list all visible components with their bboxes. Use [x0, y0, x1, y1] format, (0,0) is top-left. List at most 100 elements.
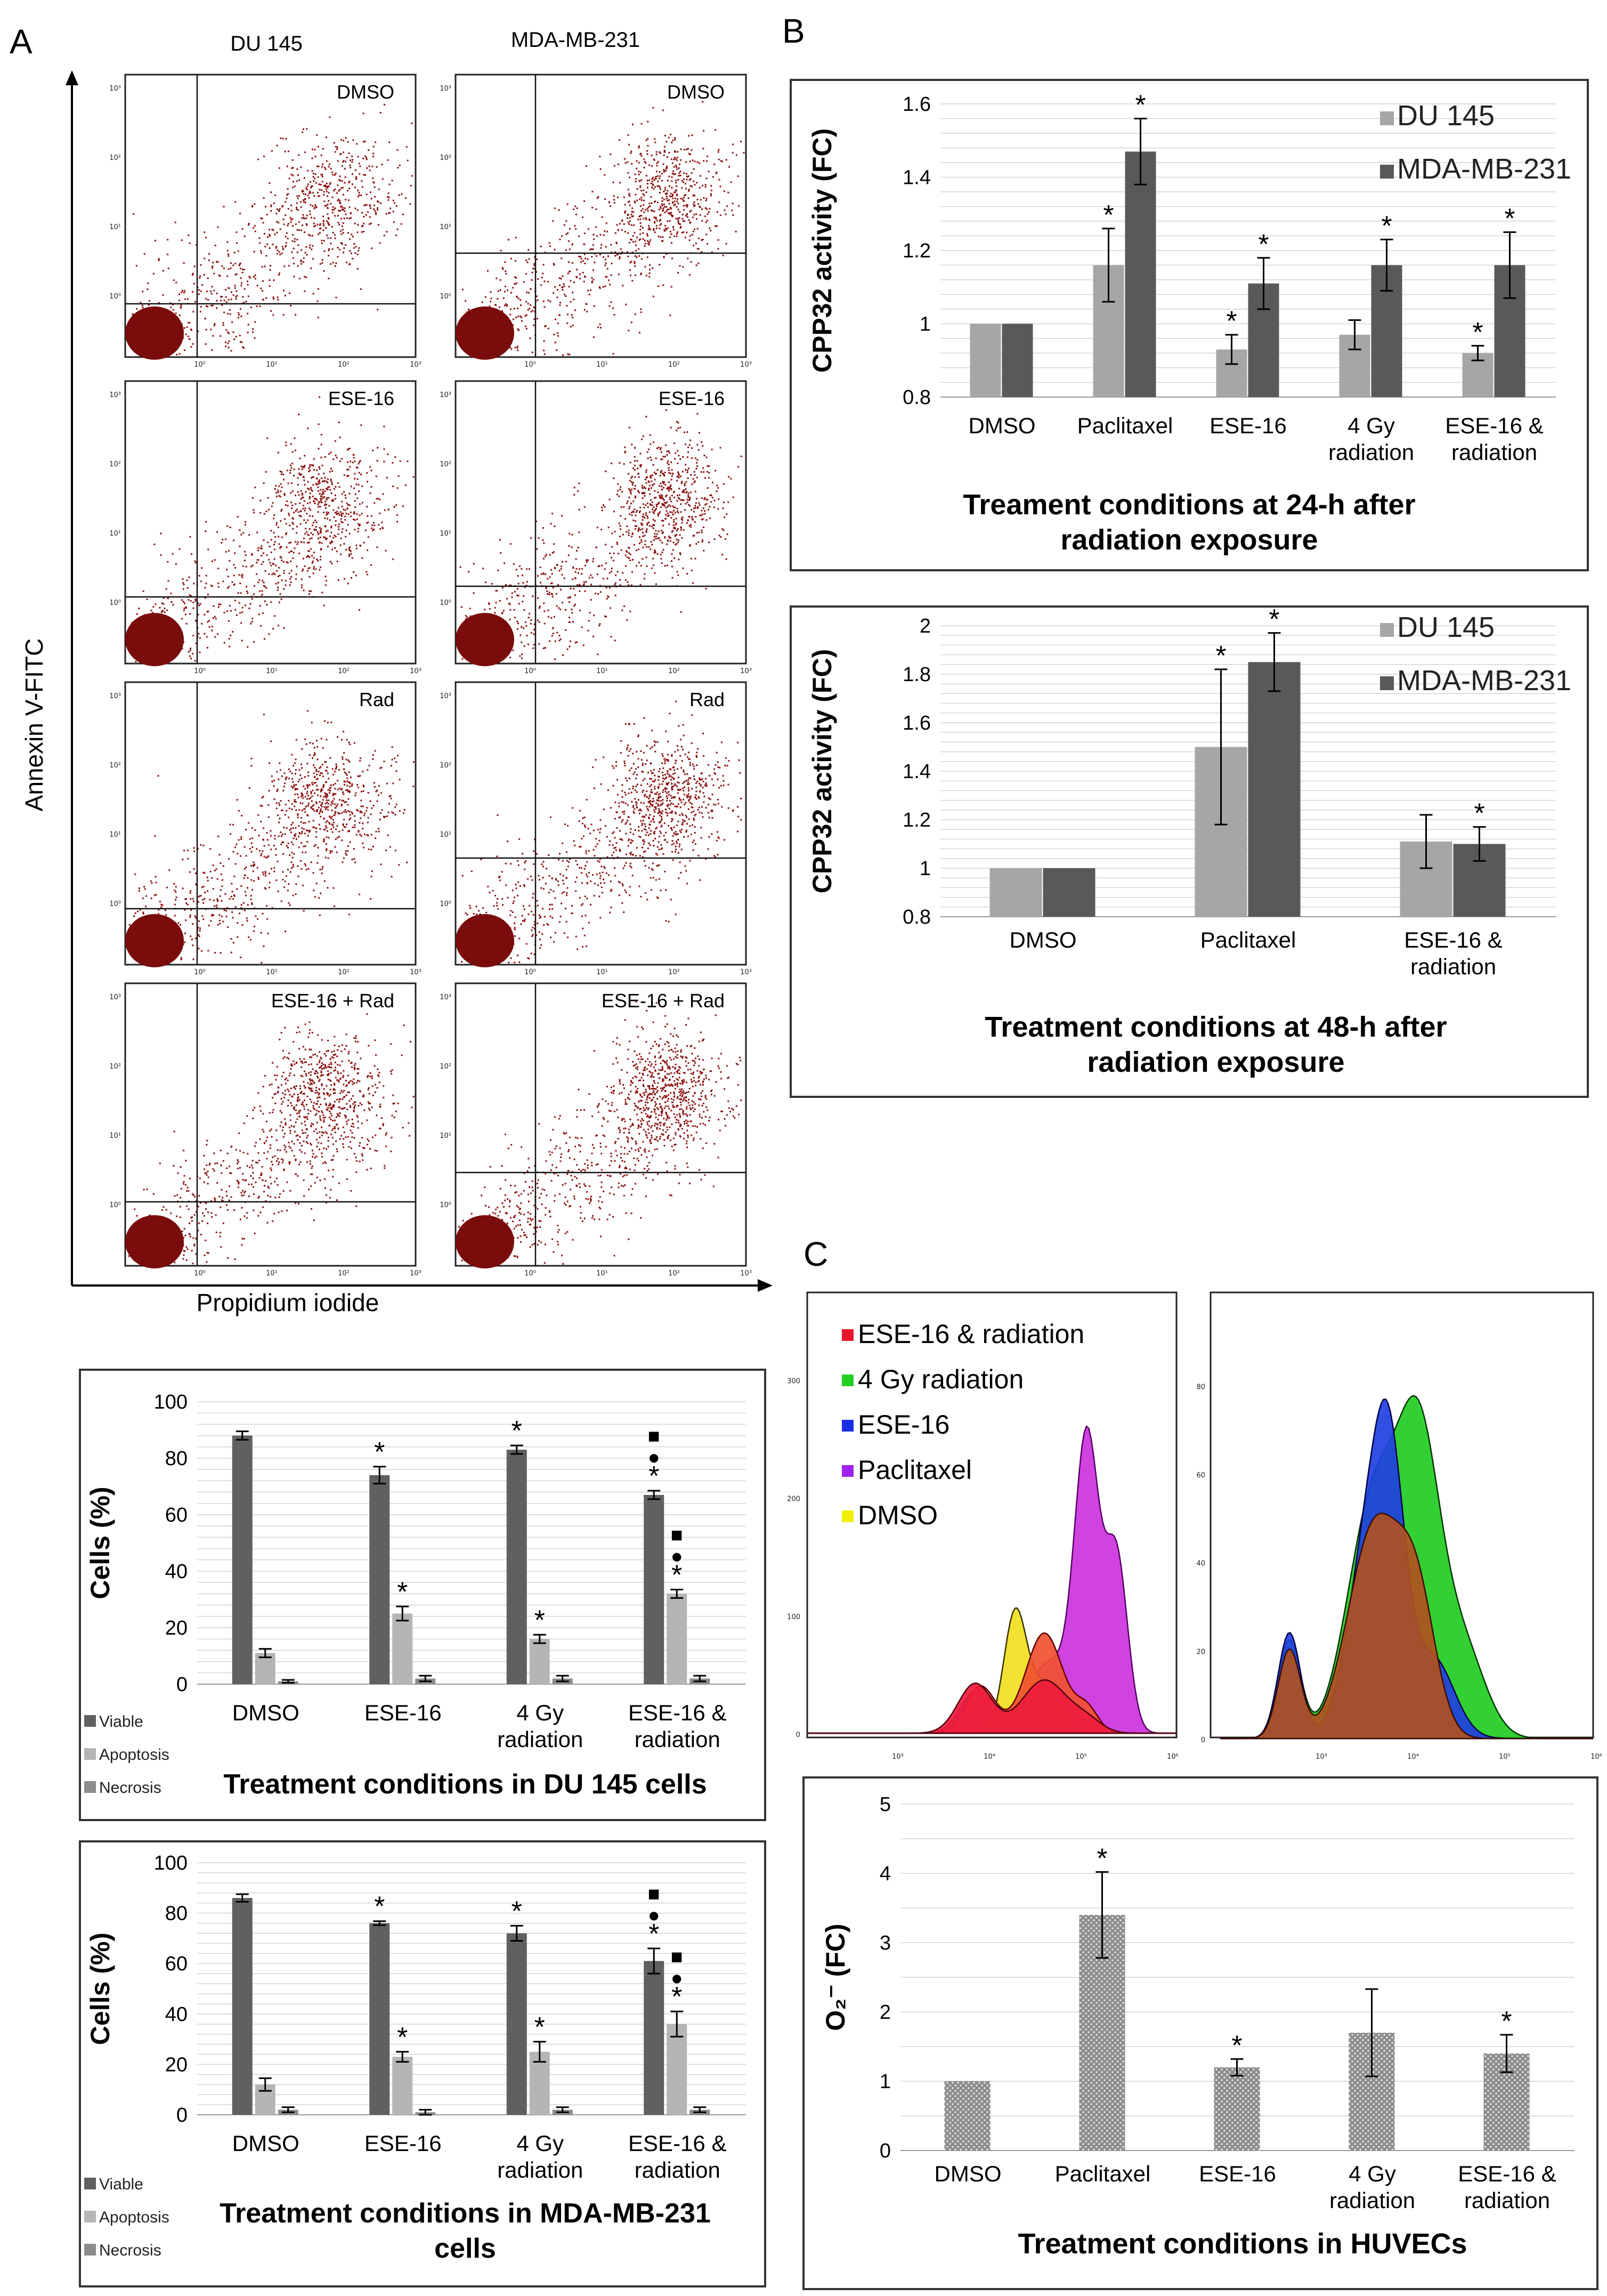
y-tick-label: 1.6 [903, 93, 931, 116]
flow-plot: DMSO 10⁰ 10⁰ 10¹ 10¹ 10² 10² 10³ 10³ [440, 74, 752, 369]
chart-b1-frame [790, 79, 1589, 571]
histogram-legend-swatch [842, 1375, 854, 1386]
flow-tick-x: 10⁰ [194, 361, 206, 369]
flow-tick-y: 10³ [109, 692, 121, 700]
panel-label-c: C [804, 1235, 828, 1273]
flow-dense-cluster [456, 914, 514, 967]
y-tick-label: 0 [176, 2104, 188, 2127]
significance-star: * [1501, 2006, 1512, 2037]
flow-tick-x: 10³ [740, 667, 752, 675]
flow-tick-x: 10¹ [596, 667, 608, 675]
flow-tick-y: 10³ [440, 85, 451, 93]
y-tick-label: 0.8 [903, 386, 931, 409]
panel-label-a: A [10, 22, 33, 61]
flow-tick-y: 10¹ [440, 831, 451, 839]
bar [369, 1475, 390, 1684]
histogram-curve [1220, 1513, 1593, 1740]
legend-label: MDA-MB-231 [1397, 665, 1571, 697]
category-label: radiation [1410, 954, 1496, 979]
flow-tick-x: 10³ [740, 361, 752, 369]
significance-star: * [1381, 211, 1392, 241]
legend-label: Viable [99, 1713, 143, 1731]
flow-plot-frame [454, 74, 747, 358]
y-tick-label: 0 [880, 2140, 891, 2162]
flow-tick-y: 10² [109, 460, 121, 468]
chart-b2-frame [790, 605, 1589, 1098]
x-axis-title: Treatment conditions at 48-h after [985, 1011, 1447, 1043]
y-axis-label: CPP32 activity (FC) [807, 649, 837, 893]
flow-tick-y: 10⁰ [440, 900, 451, 908]
flow-plot-label: ESE-16 [659, 387, 725, 409]
bar [989, 868, 1042, 917]
histogram-y-tick: 0 [796, 1731, 800, 1739]
significance-mark: ■ [671, 1524, 683, 1546]
flow-plot: ESE-16 + Rad 10⁰ 10⁰ 10¹ 10¹ 10² 10² 10³ 10³ [440, 982, 752, 1278]
significance-mark: * [397, 1577, 408, 1607]
category-label: DMSO [232, 2131, 299, 2156]
category-label: 4 Gy [1349, 2161, 1396, 2186]
flow-dense-cluster [125, 914, 184, 967]
category-label: ESE-16 & [1458, 2161, 1556, 2186]
flow-col-header-du145: DU 145 [230, 32, 303, 55]
flow-plot-label: ESE-16 + Rad [602, 990, 725, 1012]
legend-label: MDA-MB-231 [1397, 153, 1571, 185]
legend-swatch [1380, 165, 1394, 179]
chart-b1: 0.8 1 1.2 1.4 1.6 CPP32 activity (FC) DMSO * * Pa… [807, 90, 1571, 556]
histogram-legend-label: ESE-16 & radiation [858, 1319, 1084, 1349]
y-tick-label: 1.6 [903, 712, 931, 734]
flow-tick-x: 10³ [410, 667, 421, 675]
significance-mark: ■ [671, 1946, 683, 1968]
flow-plot-label: Rad [359, 689, 394, 710]
flow-tick-y: 10⁰ [109, 900, 121, 908]
significance-mark: * [374, 1437, 385, 1468]
bar [1214, 2067, 1260, 2151]
histogram-x-tick: 10⁵ [1499, 1753, 1511, 1761]
y-tick-label: 100 [154, 1391, 188, 1413]
legend-label: Apoptosis [99, 1746, 169, 1764]
histogram-x-tick: 10³ [892, 1753, 904, 1761]
flow-plot-frame [124, 681, 417, 966]
histogram-y-tick: 200 [787, 1495, 800, 1503]
flow-dense-cluster [456, 1215, 514, 1268]
significance-mark: * [671, 1982, 682, 2012]
histogram-legend-label: ESE-16 [858, 1410, 949, 1440]
significance-star: * [1226, 306, 1237, 337]
y-tick-label: 80 [165, 1448, 188, 1470]
y-tick-label: 0.8 [903, 906, 931, 928]
y-tick-label: 40 [165, 1561, 188, 1583]
flow-tick-y: 10⁰ [440, 599, 451, 607]
y-tick-label: 1.8 [903, 664, 931, 686]
flow-tick-x: 10⁰ [524, 1270, 536, 1278]
significance-star: * [1103, 200, 1114, 231]
y-tick-label: 2 [880, 2001, 891, 2024]
bar [506, 1933, 527, 2115]
significance-mark: ● [648, 1904, 660, 1927]
flow-tick-x: 10² [338, 968, 350, 976]
flow-dense-cluster [125, 1215, 184, 1268]
flow-y-axis-arrow [66, 70, 78, 85]
flow-tick-y: 10² [109, 762, 121, 770]
flow-dense-cluster [125, 613, 184, 666]
y-tick-label: 40 [165, 2003, 188, 2026]
y-tick-label: 1 [920, 858, 931, 880]
category-label: 4 Gy [516, 1700, 564, 1725]
bar [644, 1494, 664, 1684]
chart-c1-frame [802, 1776, 1598, 2290]
bar [529, 1639, 550, 1684]
legend-swatch [84, 1715, 96, 1727]
x-axis-title: radiation exposure [1060, 524, 1318, 556]
histogram-y-tick: 40 [1196, 1560, 1205, 1568]
bar [644, 1961, 664, 2115]
flow-plot-frame [454, 982, 747, 1267]
x-axis-title: Treament conditions at 24-h after [963, 489, 1415, 521]
category-label: radiation [1329, 2188, 1415, 2213]
flow-tick-y: 10¹ [109, 530, 121, 538]
flow-tick-y: 10² [109, 154, 121, 162]
flow-tick-x: 10² [668, 968, 680, 976]
flow-tick-x: 10² [668, 1270, 680, 1278]
flow-tick-y: 10¹ [440, 530, 451, 538]
category-label: ESE-16 & [628, 2131, 726, 2156]
histogram-curve [807, 1679, 1176, 1734]
flow-tick-y: 10¹ [109, 223, 121, 231]
